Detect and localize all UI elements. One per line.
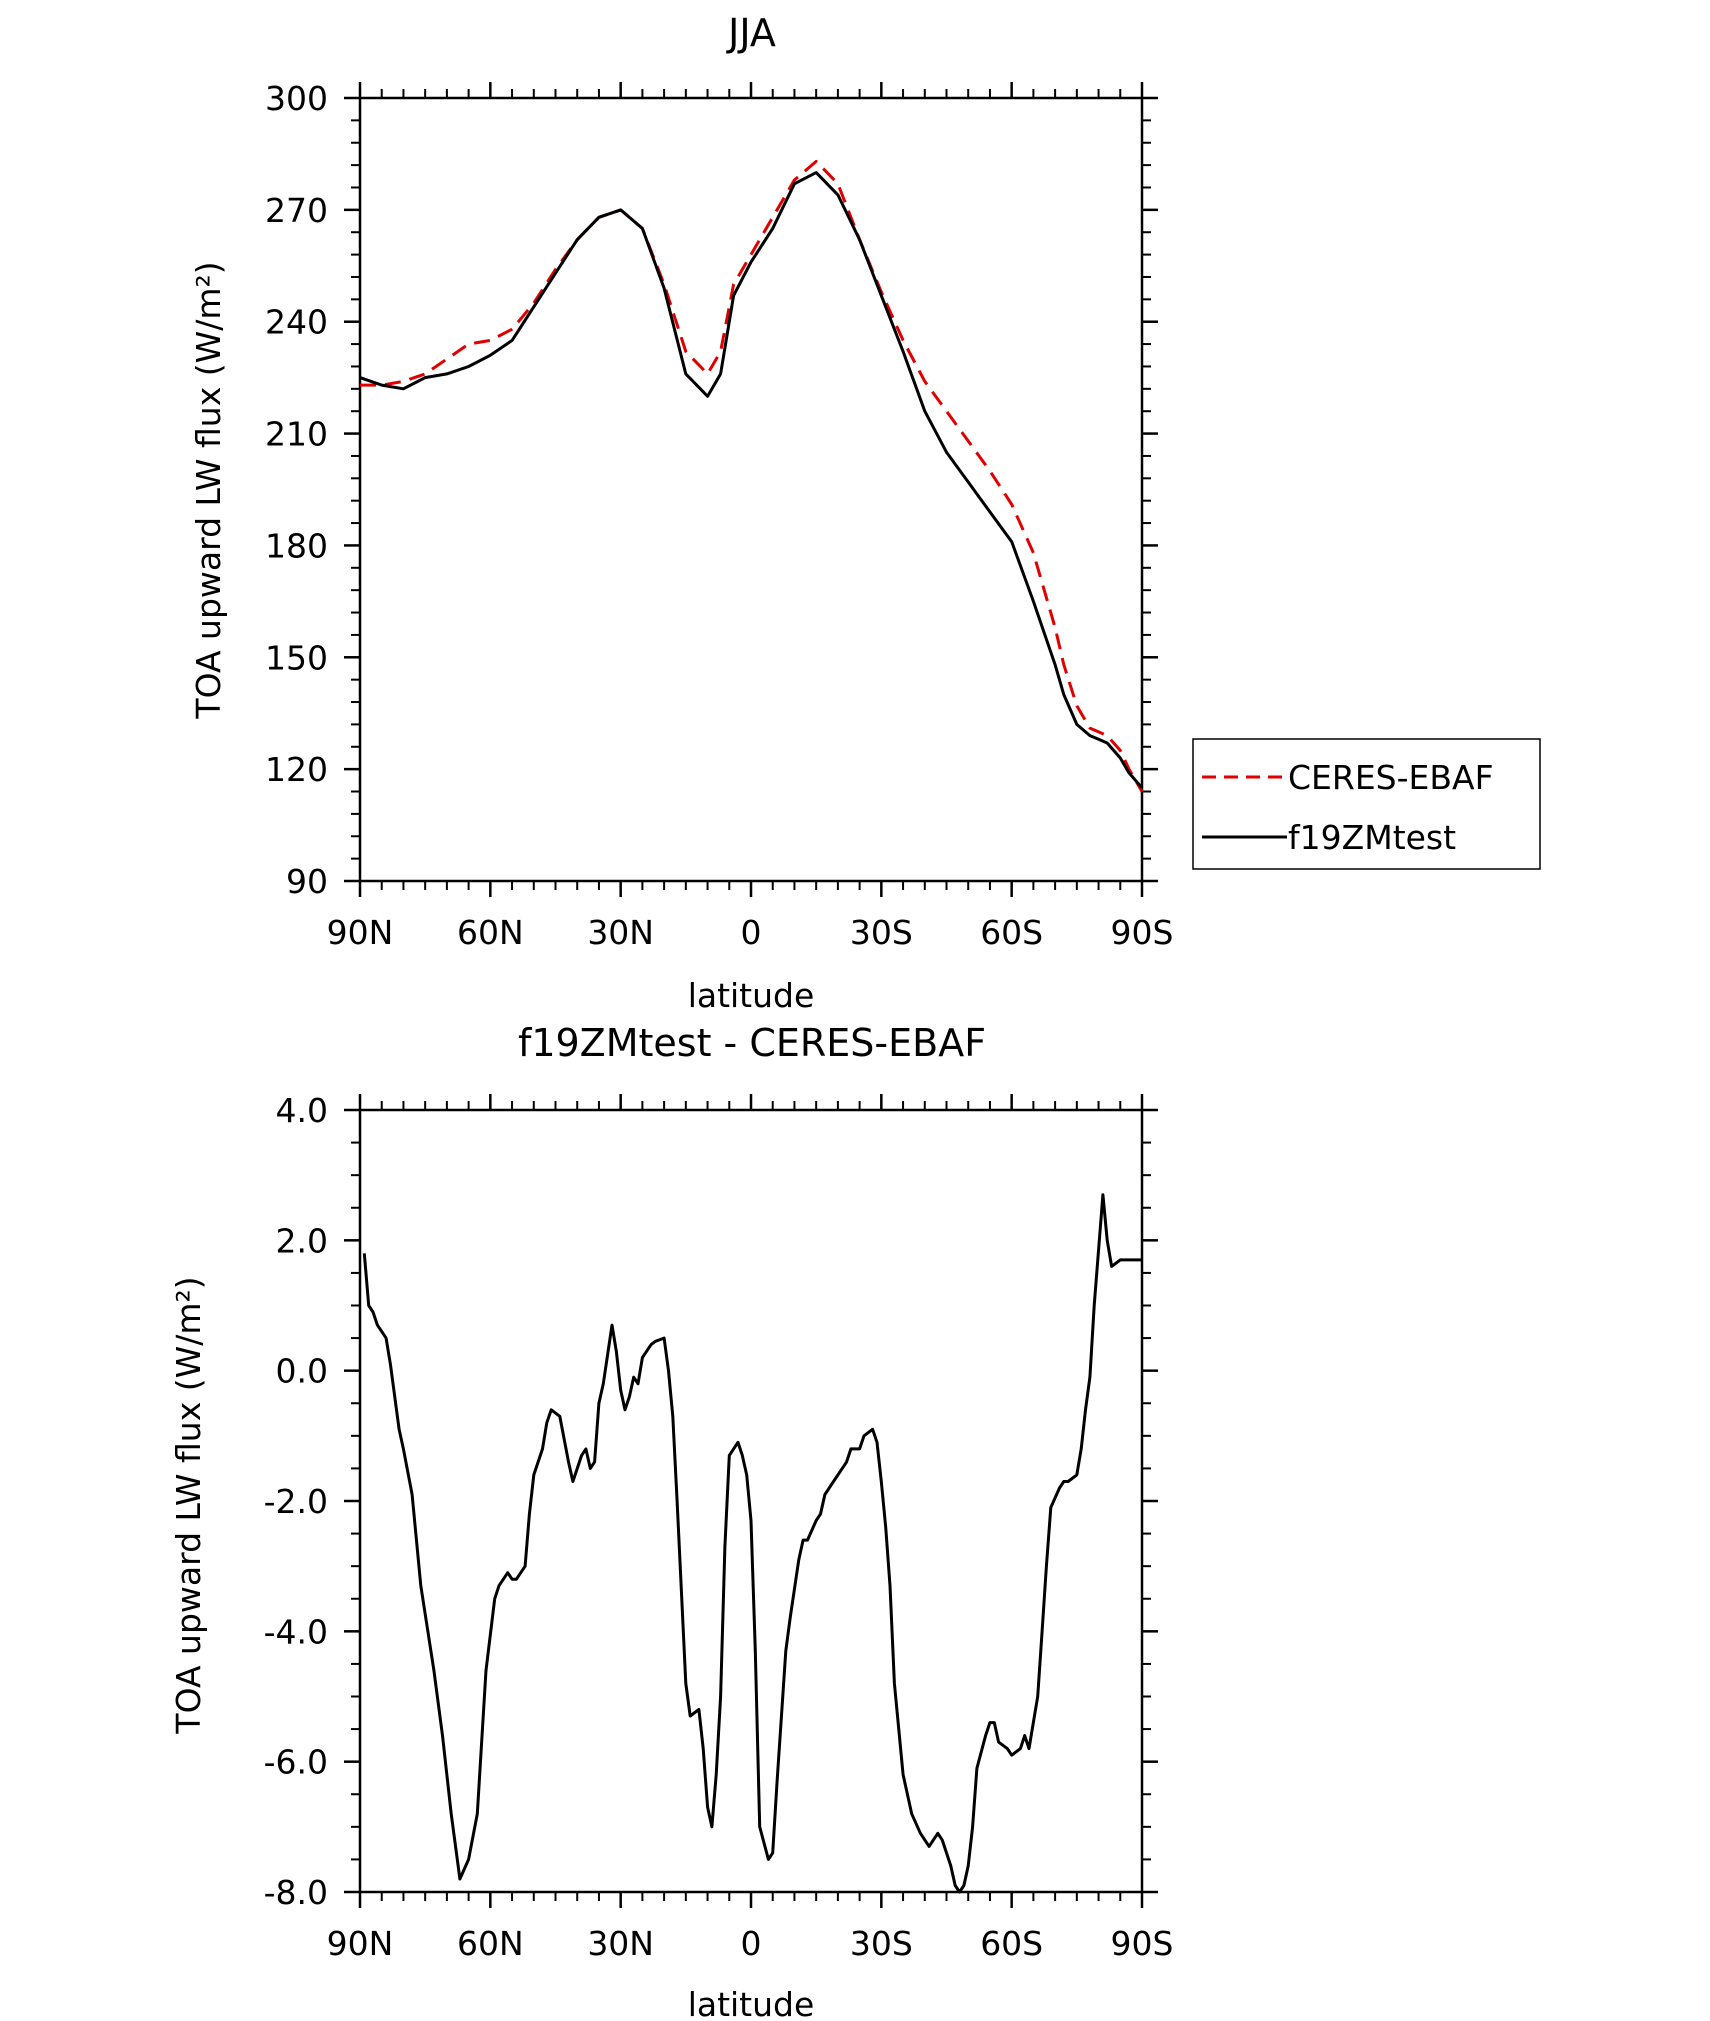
x-tick-label: 60S — [980, 1924, 1043, 1963]
x-tick-label: 60N — [457, 913, 524, 952]
chart-title: JJA — [726, 11, 776, 55]
series-lines — [362, 1193, 1142, 1894]
axis-ticks — [344, 82, 1158, 897]
y-tick-labels: -8.0 -6.0 -4.0 -2.0 0.0 2.0 4.0 — [264, 1091, 328, 1912]
x-tick-labels: 90N 60N 30N 0 30S 60S 90S — [327, 1924, 1174, 1963]
panel-jja: JJA 90 120 150 180 210 240 270 300 90N 60N 30N 0 30… — [189, 11, 1541, 1015]
x-tick-label: 30N — [587, 1924, 654, 1963]
series-line-ceres-ebaf — [360, 159, 1144, 793]
x-axis-label: latitude — [688, 976, 815, 1015]
y-tick-label: 150 — [265, 638, 328, 677]
y-tick-label: 0.0 — [276, 1352, 328, 1391]
y-tick-label: 4.0 — [276, 1091, 328, 1130]
y-tick-label: -2.0 — [264, 1482, 328, 1521]
axis-ticks — [344, 1094, 1158, 1908]
x-tick-label: 0 — [741, 1924, 762, 1963]
x-tick-label: 30S — [850, 1924, 913, 1963]
chart-title: f19ZMtest - CERES-EBAF — [518, 1021, 986, 1065]
y-tick-label: 240 — [265, 303, 328, 342]
legend-box — [1192, 738, 1541, 870]
y-tick-label: 210 — [265, 415, 328, 454]
y-tick-label: 120 — [265, 750, 328, 789]
plot-frame — [358, 96, 1144, 883]
x-tick-label: 30S — [850, 913, 913, 952]
legend: CERES-EBAF f19ZMtest — [1192, 738, 1541, 870]
x-tick-label: 60N — [457, 1924, 524, 1963]
x-tick-label: 30N — [587, 913, 654, 952]
y-tick-label: 270 — [265, 191, 328, 230]
legend-label-model: f19ZMtest — [1288, 818, 1456, 857]
y-tick-labels: 90 120 150 180 210 240 270 300 — [265, 79, 328, 901]
x-tick-label: 90N — [327, 1924, 394, 1963]
y-tick-label: 180 — [265, 526, 328, 565]
y-axis-label: TOA upward LW flux (W/m²) — [189, 261, 228, 719]
y-axis-label: TOA upward LW flux (W/m²) — [169, 1276, 208, 1734]
y-tick-label: -4.0 — [264, 1612, 328, 1651]
plot-frame — [358, 1108, 1144, 1894]
y-tick-label: 300 — [265, 79, 328, 118]
series-line-f19zmtest — [359, 171, 1144, 789]
x-tick-label: 60S — [980, 913, 1043, 952]
x-tick-label: 90S — [1111, 1924, 1174, 1963]
x-axis-label: latitude — [688, 1985, 815, 2021]
x-tick-label: 90S — [1111, 913, 1174, 952]
panel-difference: f19ZMtest - CERES-EBAF -8.0 -6.0 -4.0 -2.0 0… — [169, 1021, 1173, 2021]
y-tick-label: 90 — [286, 862, 328, 901]
series-line-difference — [362, 1193, 1142, 1894]
x-tick-label: 0 — [741, 913, 762, 952]
legend-label-ceres: CERES-EBAF — [1288, 758, 1494, 797]
series-lines — [359, 159, 1144, 793]
y-tick-label: -6.0 — [264, 1743, 328, 1782]
y-tick-label: 2.0 — [276, 1221, 328, 1260]
y-tick-label: -8.0 — [264, 1873, 328, 1912]
x-tick-label: 90N — [327, 913, 394, 952]
x-tick-labels: 90N 60N 30N 0 30S 60S 90S — [327, 913, 1174, 952]
